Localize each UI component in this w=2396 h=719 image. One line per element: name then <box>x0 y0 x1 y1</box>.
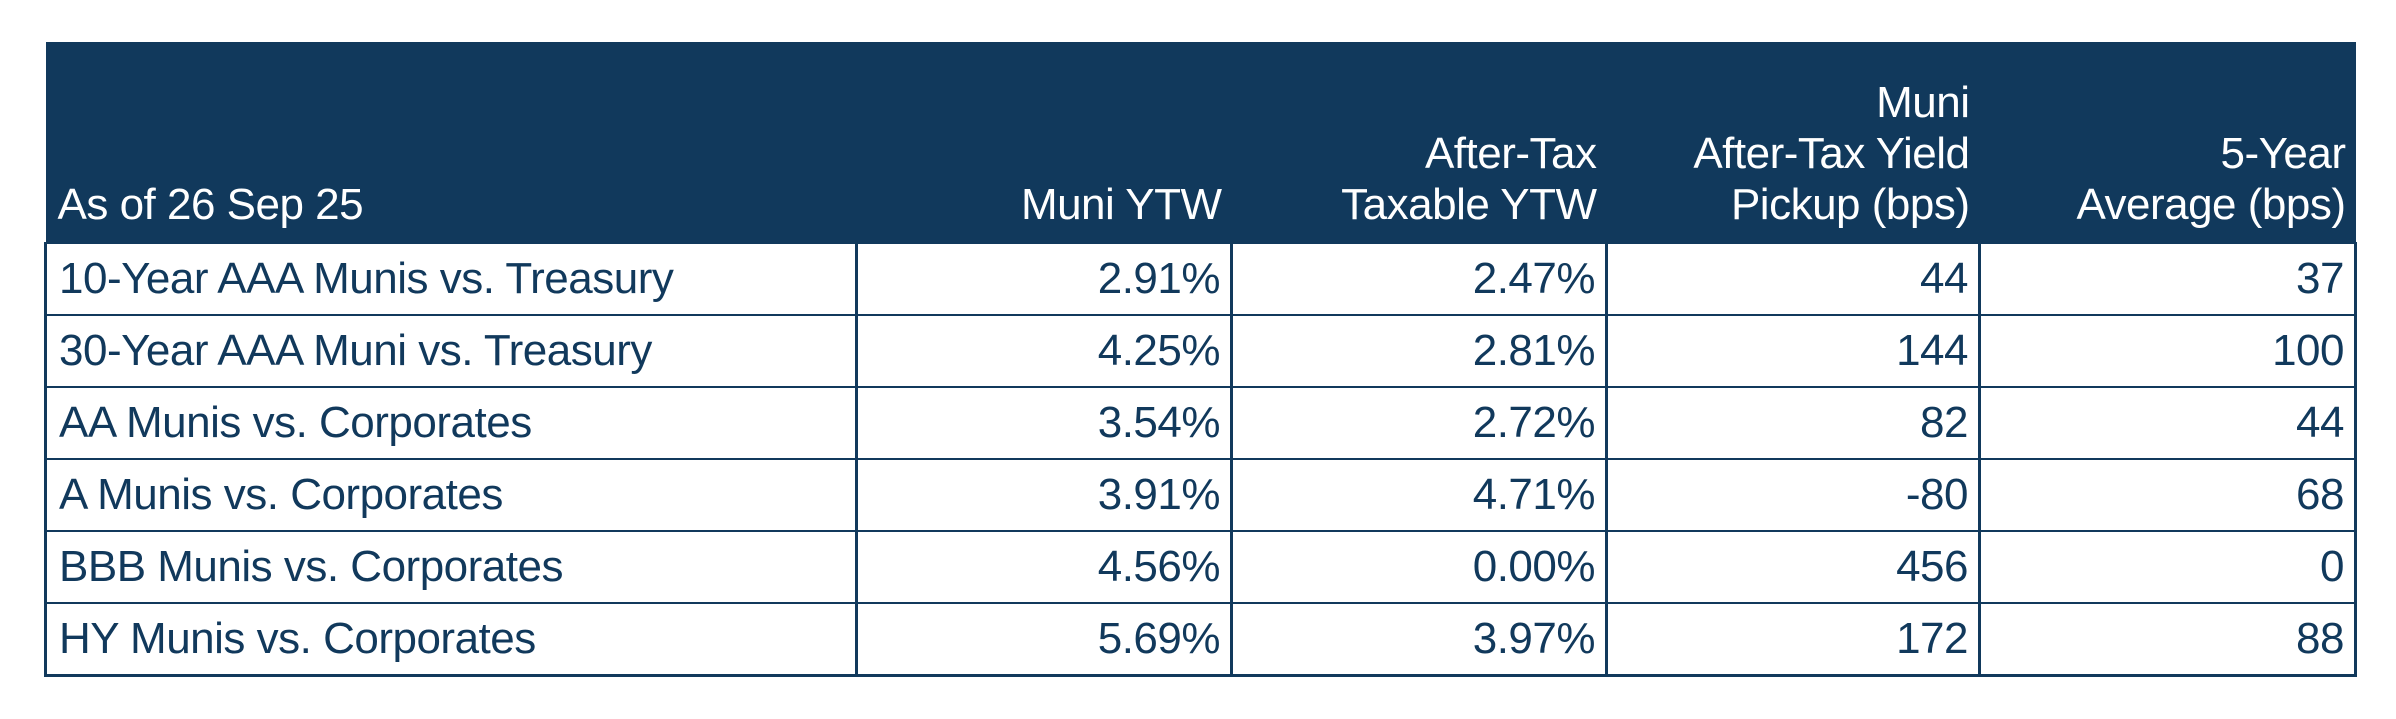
table-body: 10-Year AAA Munis vs. Treasury 2.91% 2.4… <box>44 242 2357 677</box>
five-year-avg-cell: 37 <box>1978 242 2357 316</box>
five-year-avg-cell: 68 <box>1978 458 2357 532</box>
pickup-bps-cell: 44 <box>1605 242 1981 316</box>
after-tax-taxable-ytw-cell: 4.71% <box>1230 458 1608 532</box>
muni-ytw-cell: 5.69% <box>855 602 1233 677</box>
header-after-tax-taxable-ytw: After-Tax Taxable YTW <box>1231 42 1607 243</box>
header-row: As of 26 Sep 25 Muni YTW After-Tax Taxab… <box>45 42 2356 243</box>
header-muni-ytw: Muni YTW <box>856 42 1232 243</box>
table-header: As of 26 Sep 25 Muni YTW After-Tax Taxab… <box>45 42 2356 243</box>
five-year-avg-cell: 0 <box>1978 530 2357 604</box>
five-year-avg-cell: 44 <box>1978 386 2357 460</box>
row-label-cell: HY Munis vs. Corporates <box>44 602 858 677</box>
header-muni-after-tax-yield-pickup: Muni After-Tax Yield Pickup (bps) <box>1606 42 1980 243</box>
table-row: 30-Year AAA Muni vs. Treasury 4.25% 2.81… <box>44 314 2357 388</box>
row-label-cell: AA Munis vs. Corporates <box>44 386 858 460</box>
row-label-cell: 10-Year AAA Munis vs. Treasury <box>44 242 858 316</box>
pickup-bps-cell: 82 <box>1605 386 1981 460</box>
pickup-bps-cell: 456 <box>1605 530 1981 604</box>
header-five-year-average: 5-Year Average (bps) <box>1979 42 2356 243</box>
table-row: 10-Year AAA Munis vs. Treasury 2.91% 2.4… <box>44 242 2357 316</box>
after-tax-taxable-ytw-cell: 2.81% <box>1230 314 1608 388</box>
pickup-bps-cell: 144 <box>1605 314 1981 388</box>
muni-ytw-cell: 3.54% <box>855 386 1233 460</box>
five-year-avg-cell: 88 <box>1978 602 2357 677</box>
after-tax-taxable-ytw-cell: 3.97% <box>1230 602 1608 677</box>
pickup-bps-cell: 172 <box>1605 602 1981 677</box>
muni-ytw-cell: 2.91% <box>855 242 1233 316</box>
row-label-cell: A Munis vs. Corporates <box>44 458 858 532</box>
pickup-bps-cell: -80 <box>1605 458 1981 532</box>
muni-ytw-cell: 4.56% <box>855 530 1233 604</box>
table-row: A Munis vs. Corporates 3.91% 4.71% -80 6… <box>44 458 2357 532</box>
after-tax-taxable-ytw-cell: 0.00% <box>1230 530 1608 604</box>
muni-ytw-cell: 4.25% <box>855 314 1233 388</box>
muni-ytw-cell: 3.91% <box>855 458 1233 532</box>
table-row: AA Munis vs. Corporates 3.54% 2.72% 82 4… <box>44 386 2357 460</box>
muni-yield-comparison-table: As of 26 Sep 25 Muni YTW After-Tax Taxab… <box>44 42 2357 677</box>
after-tax-taxable-ytw-cell: 2.72% <box>1230 386 1608 460</box>
five-year-avg-cell: 100 <box>1978 314 2357 388</box>
table-row: BBB Munis vs. Corporates 4.56% 0.00% 456… <box>44 530 2357 604</box>
table-row: HY Munis vs. Corporates 5.69% 3.97% 172 … <box>44 602 2357 677</box>
after-tax-taxable-ytw-cell: 2.47% <box>1230 242 1608 316</box>
row-label-cell: 30-Year AAA Muni vs. Treasury <box>44 314 858 388</box>
header-as-of-date: As of 26 Sep 25 <box>45 42 857 243</box>
row-label-cell: BBB Munis vs. Corporates <box>44 530 858 604</box>
